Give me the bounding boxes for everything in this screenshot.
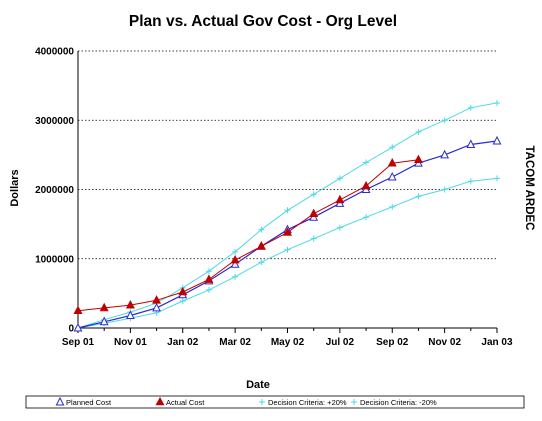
x-tick-label: Mar 02 — [219, 337, 251, 348]
x-tick-label: Jul 02 — [326, 337, 355, 348]
y-tick-label: 0 — [68, 324, 74, 335]
data-point-marker — [442, 187, 448, 193]
data-point-marker — [494, 100, 500, 106]
x-tick-label: Nov 02 — [428, 337, 461, 348]
data-point-marker — [310, 209, 318, 217]
series-layer — [74, 100, 501, 331]
data-point-marker — [493, 137, 500, 144]
data-point-marker — [180, 298, 186, 304]
data-point-marker — [179, 287, 187, 295]
x-axis-title: Date — [246, 379, 270, 391]
data-point-marker — [362, 182, 370, 190]
data-point-marker — [415, 129, 421, 135]
x-tick-label: Jan 03 — [481, 337, 513, 348]
y-tick-label: 4000000 — [35, 47, 74, 58]
data-point-marker — [232, 274, 238, 280]
x-tick-label: May 02 — [271, 337, 305, 348]
y-tick-label: 2000000 — [35, 185, 74, 196]
data-point-marker — [415, 193, 421, 199]
chart-title: Plan vs. Actual Gov Cost - Org Level — [129, 13, 397, 30]
legend-label: Decision Criteria: -20% — [360, 398, 437, 407]
legend-item: Decision Criteria: -20% — [351, 398, 437, 407]
data-point-marker — [337, 175, 343, 181]
data-point-marker — [336, 195, 344, 203]
data-point-marker — [363, 159, 369, 165]
data-point-marker — [206, 287, 212, 293]
y-tick-label: 3000000 — [35, 116, 74, 127]
data-point-marker — [153, 304, 160, 311]
x-tick-label: Sep 02 — [376, 337, 409, 348]
data-point-marker — [257, 242, 265, 250]
legend: Planned Cost Actual Cost Decision Criteria… — [26, 396, 524, 408]
data-point-marker — [363, 214, 369, 220]
data-point-marker — [311, 236, 317, 242]
series-line — [78, 103, 497, 328]
data-point-marker — [389, 204, 395, 210]
data-point-marker — [285, 247, 291, 253]
series-2 — [75, 100, 500, 331]
data-point-marker — [468, 178, 474, 184]
data-point-marker — [258, 259, 264, 265]
data-point-marker — [494, 175, 500, 181]
data-point-marker — [311, 191, 317, 197]
data-point-marker — [468, 105, 474, 111]
legend-label: Planned Cost — [66, 398, 112, 407]
x-tick-label: Jan 02 — [167, 337, 199, 348]
data-point-marker — [337, 225, 343, 231]
legend-label: Actual Cost — [166, 398, 205, 407]
y-axis-title: Dollars — [9, 169, 21, 206]
side-label: TACOM ARDEC — [523, 146, 535, 231]
data-point-marker — [389, 144, 395, 150]
x-tick-labels: Sep 01 Nov 01 Jan 02 Mar 02 May 02 Jul 02 Sep … — [62, 337, 513, 348]
y-tick-label: 1000000 — [35, 254, 74, 265]
series-line — [78, 178, 497, 328]
data-point-marker — [414, 155, 422, 163]
legend-item: Decision Criteria: +20% — [259, 398, 347, 407]
data-point-marker — [442, 117, 448, 123]
data-point-marker — [389, 173, 396, 180]
data-point-marker — [231, 256, 239, 264]
x-tick-label: Nov 01 — [114, 337, 147, 348]
series-1 — [74, 155, 422, 313]
legend-label: Decision Criteria: +20% — [268, 398, 347, 407]
y-tick-labels: 0 1000000 2000000 3000000 4000000 — [35, 47, 74, 335]
series-3 — [75, 175, 500, 331]
series-line — [78, 160, 418, 311]
x-tick-label: Sep 01 — [62, 337, 95, 348]
